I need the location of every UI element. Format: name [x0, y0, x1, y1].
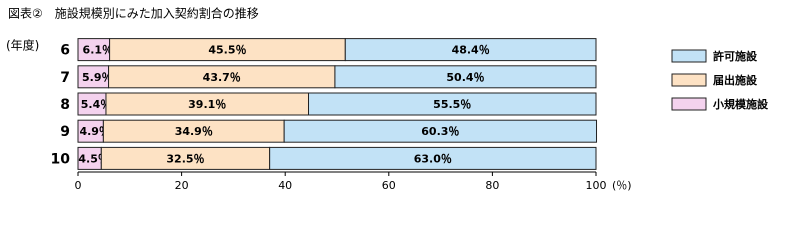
- legend-label: 届出施設: [713, 73, 758, 87]
- value-label: 6.1％: [83, 44, 114, 57]
- y-axis-label: (年度): [6, 38, 39, 53]
- x-tick-label: 0: [75, 179, 82, 192]
- value-label: 50.4％: [446, 71, 484, 84]
- x-tick-label: 100: [586, 179, 607, 192]
- bar-segment: [344, 38, 597, 62]
- value-label: 43.7％: [203, 71, 241, 84]
- bar-segment: [283, 119, 598, 143]
- legend-label: 許可施設: [713, 49, 758, 63]
- legend-swatch: [671, 73, 707, 87]
- x-axis-unit: (％): [612, 179, 632, 192]
- value-label: 39.1％: [188, 98, 226, 111]
- bar-segment: [269, 146, 597, 170]
- legend-label: 小規模施設: [712, 97, 769, 111]
- x-tick-label: 80: [485, 179, 499, 192]
- y-tick-label: 7: [60, 70, 70, 86]
- value-label: 5.9％: [82, 71, 113, 84]
- y-tick-label: 8: [60, 97, 70, 113]
- value-label: 48.4％: [452, 44, 490, 57]
- y-tick-label: 10: [51, 151, 71, 167]
- value-label: 34.9％: [175, 125, 213, 138]
- chart: 図表② 施設規模別にみた加入契約割合の推移 (年度) (％) 6 6.1％ 45.5…: [6, 6, 769, 193]
- legend-swatch: [671, 97, 707, 111]
- value-label: 60.3％: [421, 125, 459, 138]
- bar-segment: [308, 92, 597, 116]
- value-label: 32.5％: [166, 152, 204, 165]
- chart-title: 図表② 施設規模別にみた加入契約割合の推移: [8, 6, 259, 21]
- y-tick-label: 9: [60, 124, 70, 140]
- value-label: 45.5％: [208, 44, 246, 57]
- y-tick-label: 6: [60, 43, 70, 59]
- x-tick-label: 20: [175, 179, 189, 192]
- value-label: 55.5％: [433, 98, 471, 111]
- bar-segment: [334, 65, 597, 89]
- value-label: 4.9％: [79, 125, 110, 138]
- x-tick-label: 60: [382, 179, 396, 192]
- x-tick-label: 40: [278, 179, 292, 192]
- legend-swatch: [671, 49, 707, 63]
- value-label: 63.0％: [414, 152, 452, 165]
- value-label: 5.4％: [81, 98, 112, 111]
